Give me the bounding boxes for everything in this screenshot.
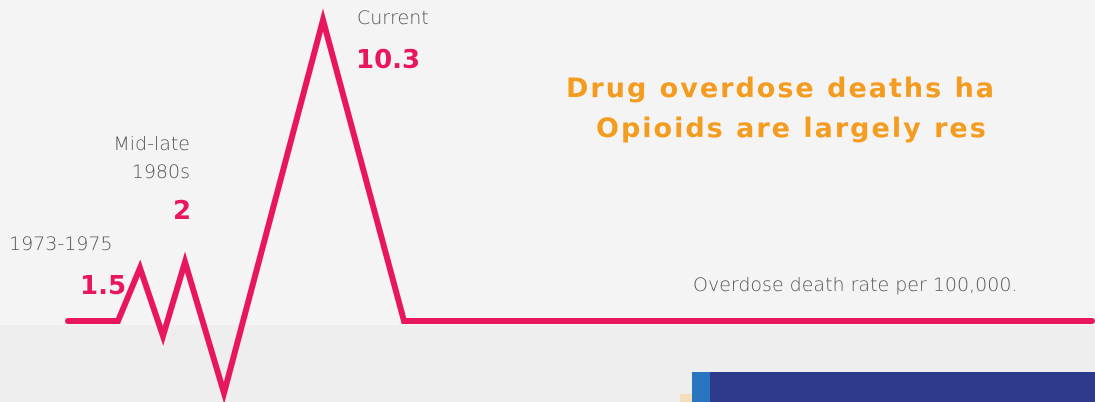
point-value-mid-late-1980s: 2 [173, 196, 192, 226]
headline-line-2: Opioids are largely res [596, 113, 988, 144]
headline-line-1: Drug overdose deaths ha [566, 73, 997, 104]
point-label-1973-1975: 1973-1975 [9, 233, 113, 255]
info-panel [710, 372, 1095, 402]
point-value-current: 10.3 [356, 45, 421, 75]
point-label-current: Current [357, 7, 429, 29]
point-value-1973-1975: 1.5 [80, 271, 127, 301]
series-line [65, 8, 1095, 402]
point-label-mid-late-1980s-line1: Mid-late [113, 133, 190, 155]
point-label-mid-late-1980s-line2: 1980s [131, 161, 190, 183]
decorative-tan-block [680, 394, 692, 402]
chart-caption: Overdose death rate per 100,000. [693, 274, 1018, 296]
decorative-accent-block [692, 372, 710, 402]
